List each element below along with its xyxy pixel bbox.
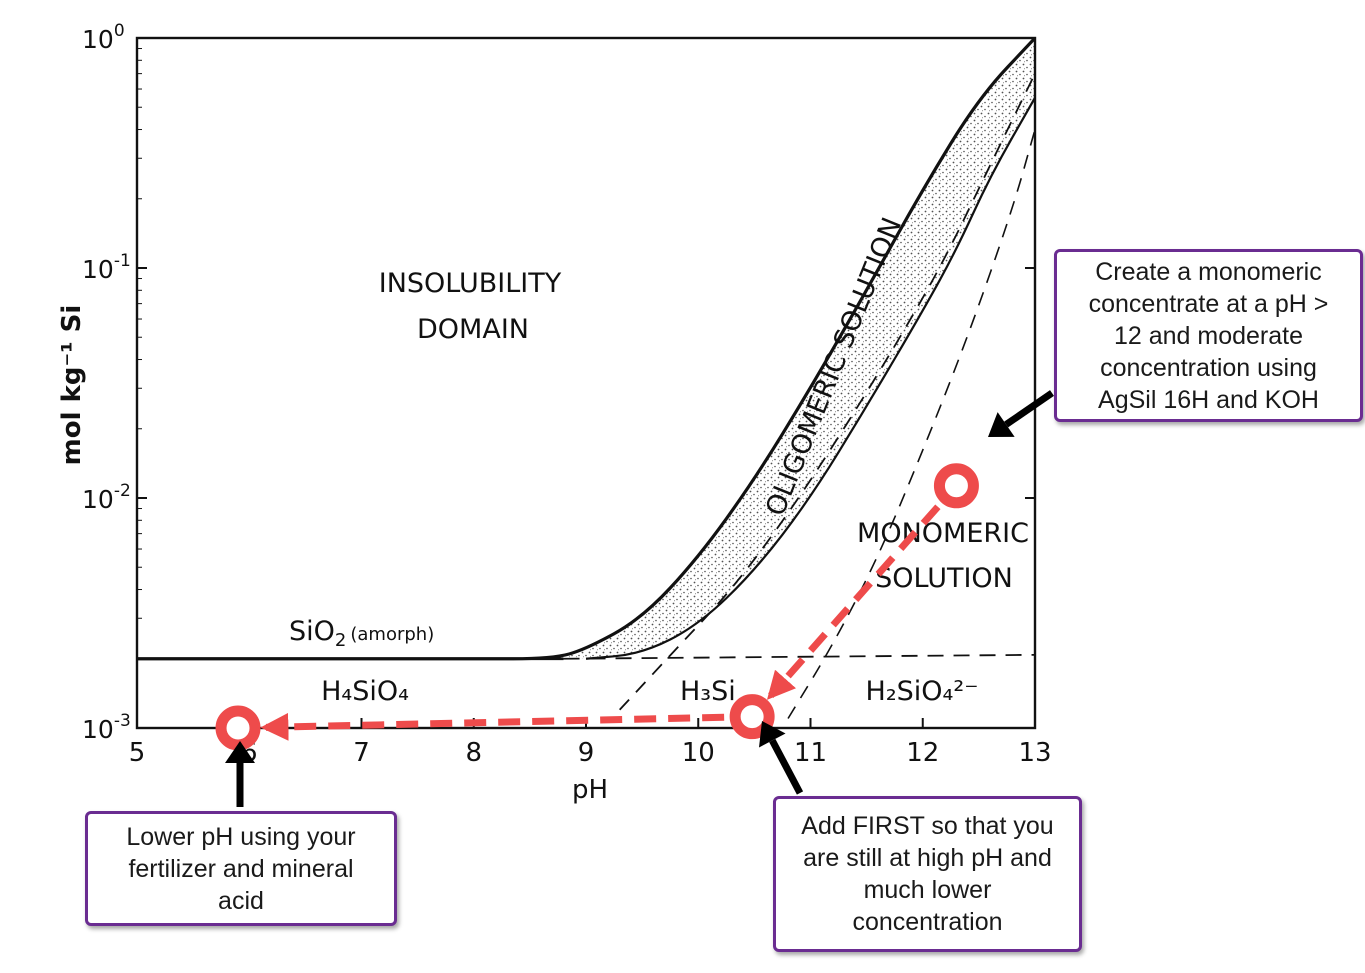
x-tick-label: 9 <box>578 738 595 768</box>
pointer-arrow <box>769 738 804 795</box>
callout-line: Create a monomeric <box>1095 257 1322 286</box>
x-tick-label: 10 <box>682 738 715 768</box>
sio2-note: (amorph) <box>350 624 434 645</box>
y-tick-exponent: -2 <box>114 481 131 501</box>
h2sio4-label: H₂SiO₄²⁻ <box>866 676 979 707</box>
callout-add-first: Add FIRST so that you are still at high … <box>773 796 1082 952</box>
y-tick-label: 10-3 <box>82 711 131 744</box>
y-tick-exponent: -3 <box>114 711 131 731</box>
callout-line: 12 and moderate <box>1113 321 1303 350</box>
y-tick-exponent: 0 <box>114 21 125 41</box>
x-tick-label: 12 <box>906 738 939 768</box>
callout-line: concentrate at a pH > <box>1088 289 1329 318</box>
pointer-arrow-head <box>988 412 1015 437</box>
process-arrow <box>766 504 941 700</box>
oligomeric-region <box>137 38 1035 659</box>
x-axis-label: pH <box>572 775 608 805</box>
callout-lower-ph: Lower pH using your fertilizer and miner… <box>85 811 397 926</box>
y-tick-label: 100 <box>82 21 125 54</box>
pointer-arrow <box>1004 390 1054 428</box>
species-boundary-dashed <box>563 653 1035 660</box>
pointer-arrow-head <box>759 721 786 748</box>
process-arrow <box>260 712 725 741</box>
x-tick-label: 11 <box>794 738 827 768</box>
callout-line: are still at high pH and <box>803 844 1052 872</box>
insolubility-label: DOMAIN <box>417 314 529 345</box>
y-tick-label: 10-1 <box>82 251 131 284</box>
callout-line: fertilizer and mineral <box>128 854 354 883</box>
process-point-marker <box>933 463 979 509</box>
callout-line: Add FIRST so that you <box>801 812 1054 840</box>
callout-line: acid <box>218 886 264 915</box>
callout-line: concentration <box>852 908 1003 936</box>
h4sio4-label: H₄SiO₄ <box>321 676 409 707</box>
callout-monomeric-concentrate: Create a monomeric concentrate at a pH >… <box>1054 249 1363 422</box>
y-tick-base: 10 <box>82 255 114 284</box>
x-tick-label: 13 <box>1018 738 1051 768</box>
monomeric-boundary-curve <box>585 97 1035 660</box>
dashed-boundary <box>619 73 1035 711</box>
h3sio4-label: H₃Si <box>680 676 736 707</box>
y-axis-label: mol kg⁻¹ Si <box>57 305 87 466</box>
callout-line: Lower pH using your <box>126 822 356 851</box>
y-tick-base: 10 <box>82 715 114 744</box>
callout-line: much lower <box>863 876 992 904</box>
monomeric-label: MONOMERIC <box>857 518 1029 549</box>
sio2-formula: SiO <box>289 616 335 647</box>
process-point-marker <box>729 694 775 740</box>
callout-line: concentration using <box>1100 353 1317 382</box>
plot-frame <box>135 36 1037 730</box>
callout-line: AgSil 16H and KOH <box>1098 385 1319 414</box>
insolubility-label: INSOLUBILITY <box>379 268 562 299</box>
y-tick-exponent: -1 <box>114 251 131 271</box>
process-point-marker <box>215 705 261 751</box>
y-tick-label: 10-2 <box>82 481 131 514</box>
y-tick-base: 10 <box>82 25 114 54</box>
pointer-arrow-head <box>225 741 255 763</box>
x-tick-label: 7 <box>353 738 370 768</box>
sio2-subscript: 2 <box>335 630 346 651</box>
x-tick-label: 8 <box>465 738 482 768</box>
x-tick-label: 5 <box>129 738 146 768</box>
y-tick-base: 10 <box>82 485 114 514</box>
sio2-label: SiO2 (amorph) <box>289 616 434 651</box>
monomeric-label: SOLUTION <box>875 563 1013 594</box>
